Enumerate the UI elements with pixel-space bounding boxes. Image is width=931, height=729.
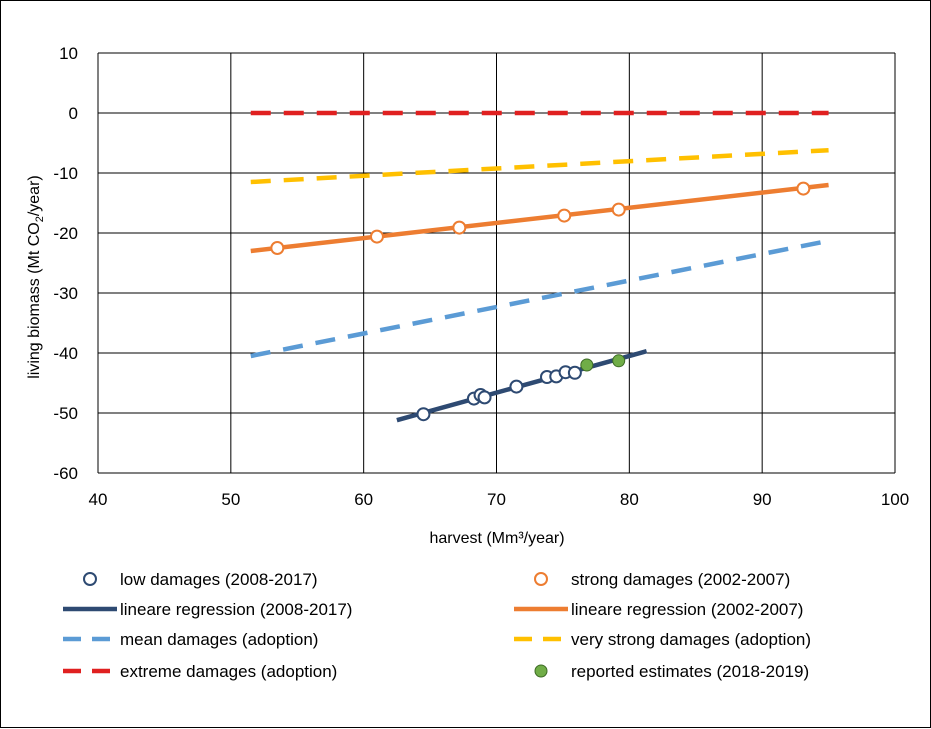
x-tick-label-1: 50 — [221, 490, 240, 509]
series-lineare-regression-2002-2007 — [250, 182, 829, 254]
series-line-lineare-regression-2002-2007 — [250, 182, 829, 254]
series-low-damages-2008-2017 — [416, 365, 582, 422]
series-line-very-strong-damages-adoption — [250, 147, 829, 185]
point-low-damages-2008-2017-0 — [416, 407, 431, 422]
x-tick-label-4: 80 — [620, 490, 639, 509]
point-strong-damages-2002-2007-5 — [796, 181, 811, 196]
grid — [97, 52, 896, 474]
legend-label-lineare-regression-2008-2017: lineare regression (2008-2017) — [120, 600, 352, 619]
y-tick-label-0: 10 — [59, 44, 78, 63]
series-line-mean-damages-adoption — [250, 238, 830, 359]
legend-item-low-damages-2008-2017: low damages (2008-2017) — [83, 570, 318, 589]
y-axis-label-subscript: 2 — [34, 216, 46, 222]
y-tick-label-6: -50 — [53, 404, 78, 423]
x-tick-label-5: 90 — [753, 490, 772, 509]
series-reported-estimates-2018-2019 — [580, 354, 626, 372]
legend-swatch-strong-damages-2002-2007 — [534, 572, 548, 586]
legend-label-strong-damages-2002-2007: strong damages (2002-2007) — [571, 570, 790, 589]
point-low-damages-2008-2017-8 — [567, 365, 582, 380]
x-tick-label-6: 100 — [881, 490, 909, 509]
legend-label-low-damages-2008-2017: low damages (2008-2017) — [120, 570, 318, 589]
legend-label-mean-damages-adoption: mean damages (adoption) — [120, 630, 318, 649]
legend-label-reported-estimates-2018-2019: reported estimates (2018-2019) — [571, 662, 809, 681]
point-low-damages-2008-2017-3 — [477, 390, 492, 405]
point-strong-damages-2002-2007-3 — [557, 208, 572, 223]
series — [250, 110, 830, 423]
legend-item-reported-estimates-2018-2019: reported estimates (2018-2019) — [534, 662, 809, 681]
legend-item-mean-damages-adoption: mean damages (adoption) — [63, 630, 318, 649]
x-tick-label-0: 40 — [89, 490, 108, 509]
series-very-strong-damages-adoption — [250, 147, 829, 185]
legend-item-strong-damages-2002-2007: strong damages (2002-2007) — [534, 570, 790, 589]
y-axis-label-tail: /year) — [26, 175, 43, 216]
x-tick-label-2: 60 — [354, 490, 373, 509]
point-strong-damages-2002-2007-2 — [452, 220, 467, 235]
y-tick-label-4: -30 — [53, 284, 78, 303]
x-axis-label: harvest (Mm³/year) — [429, 530, 564, 547]
point-strong-damages-2002-2007-0 — [270, 241, 285, 255]
point-reported-estimates-2018-2019-1 — [612, 354, 626, 368]
series-mean-damages-adoption — [250, 238, 830, 359]
legend-label-very-strong-damages-adoption: very strong damages (adoption) — [571, 630, 811, 649]
legend-item-lineare-regression-2002-2007: lineare regression (2002-2007) — [514, 600, 803, 619]
legend-item-lineare-regression-2008-2017: lineare regression (2008-2017) — [63, 600, 352, 619]
legend-swatch-low-damages-2008-2017 — [83, 572, 97, 586]
y-axis-label: living biomass (Mt CO2/year) — [26, 175, 46, 379]
legend-item-very-strong-damages-adoption: very strong damages (adoption) — [514, 630, 811, 649]
point-low-damages-2008-2017-4 — [509, 379, 524, 394]
y-tick-label-1: 0 — [69, 104, 78, 123]
legend-label-extreme-damages-adoption: extreme damages (adoption) — [120, 662, 337, 681]
y-tick-label-5: -40 — [53, 344, 78, 363]
legend-label-lineare-regression-2002-2007: lineare regression (2002-2007) — [571, 600, 803, 619]
point-strong-damages-2002-2007-1 — [369, 229, 384, 244]
point-strong-damages-2002-2007-4 — [611, 202, 626, 217]
point-reported-estimates-2018-2019-0 — [580, 358, 594, 372]
legend-swatch-reported-estimates-2018-2019 — [534, 664, 548, 678]
series-strong-damages-2002-2007 — [270, 181, 811, 255]
legend-item-extreme-damages-adoption: extreme damages (adoption) — [63, 662, 337, 681]
y-tick-label-3: -20 — [53, 224, 78, 243]
y-axis-label-main: living biomass (Mt CO — [26, 222, 43, 378]
x-tick-label-3: 70 — [487, 490, 506, 509]
y-tick-label-7: -60 — [53, 464, 78, 483]
legend: low damages (2008-2017) strong damages (2… — [63, 570, 811, 681]
y-tick-label-2: -10 — [53, 164, 78, 183]
